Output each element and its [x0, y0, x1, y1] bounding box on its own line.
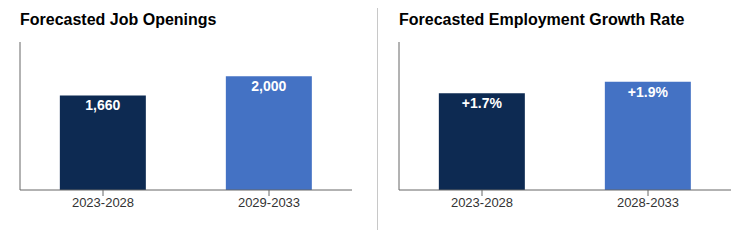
html-text:Forecasted Employment Growth R: Forecasted Employment Growth Rate [399, 11, 685, 28]
svg-text:+1.7%: +1.7% [462, 95, 503, 111]
svg-text:+1.9%: +1.9% [628, 84, 669, 100]
svg-text:2,000: 2,000 [251, 78, 286, 94]
html-text:Forecasted Job Openings: Forecasted Job Openings [20, 11, 217, 28]
svg-text:2023-2028: 2023-2028 [72, 195, 134, 210]
svg-text:2028-2033: 2028-2033 [617, 195, 679, 210]
svg-text:2023-2028: 2023-2028 [451, 195, 513, 210]
svg-text:1,660: 1,660 [85, 97, 120, 113]
svg-text:2029-2033: 2029-2033 [238, 195, 300, 210]
